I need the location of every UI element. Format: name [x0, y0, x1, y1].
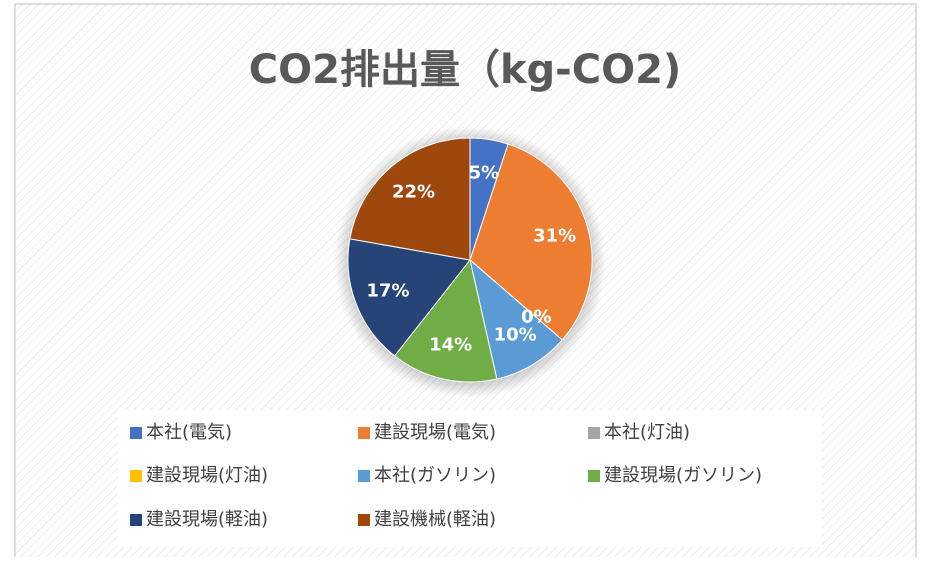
legend-label: 本社(電気) — [146, 422, 232, 443]
legend-label: 建設機械(軽油) — [374, 509, 496, 530]
legend-swatch — [130, 514, 142, 526]
data-label: 5% — [469, 162, 500, 183]
legend-swatch — [588, 470, 600, 482]
legend-swatch — [358, 470, 370, 482]
data-label: 14% — [429, 335, 472, 356]
pie-slice — [349, 137, 471, 261]
legend-label: 建設現場(ガソリン) — [604, 465, 762, 486]
pie-slice — [469, 143, 593, 341]
legend-swatch — [130, 427, 142, 439]
legend-label: 建設現場(電気) — [374, 422, 496, 443]
pie-slice — [393, 258, 498, 383]
legend-label: 本社(ガソリン) — [374, 465, 496, 486]
legend-swatch — [588, 427, 600, 439]
legend-box — [118, 410, 822, 547]
pie-slice — [347, 238, 471, 357]
pie-slice — [469, 258, 563, 380]
data-label: 22% — [392, 182, 435, 203]
data-label: 0% — [521, 307, 552, 328]
legend-swatch — [130, 470, 142, 482]
data-label: 31% — [533, 226, 576, 247]
data-label: 17% — [366, 280, 409, 301]
data-label: 0% — [521, 307, 552, 328]
legend-label: 建設現場(灯油) — [146, 465, 268, 486]
chart-title: CO2排出量（kg-CO2) — [249, 47, 682, 93]
legend-label: 建設現場(軽油) — [146, 509, 268, 530]
legend-label: 本社(灯油) — [604, 422, 690, 443]
data-label: 10% — [494, 324, 537, 345]
legend-swatch — [358, 514, 370, 526]
legend-swatch — [358, 427, 370, 439]
